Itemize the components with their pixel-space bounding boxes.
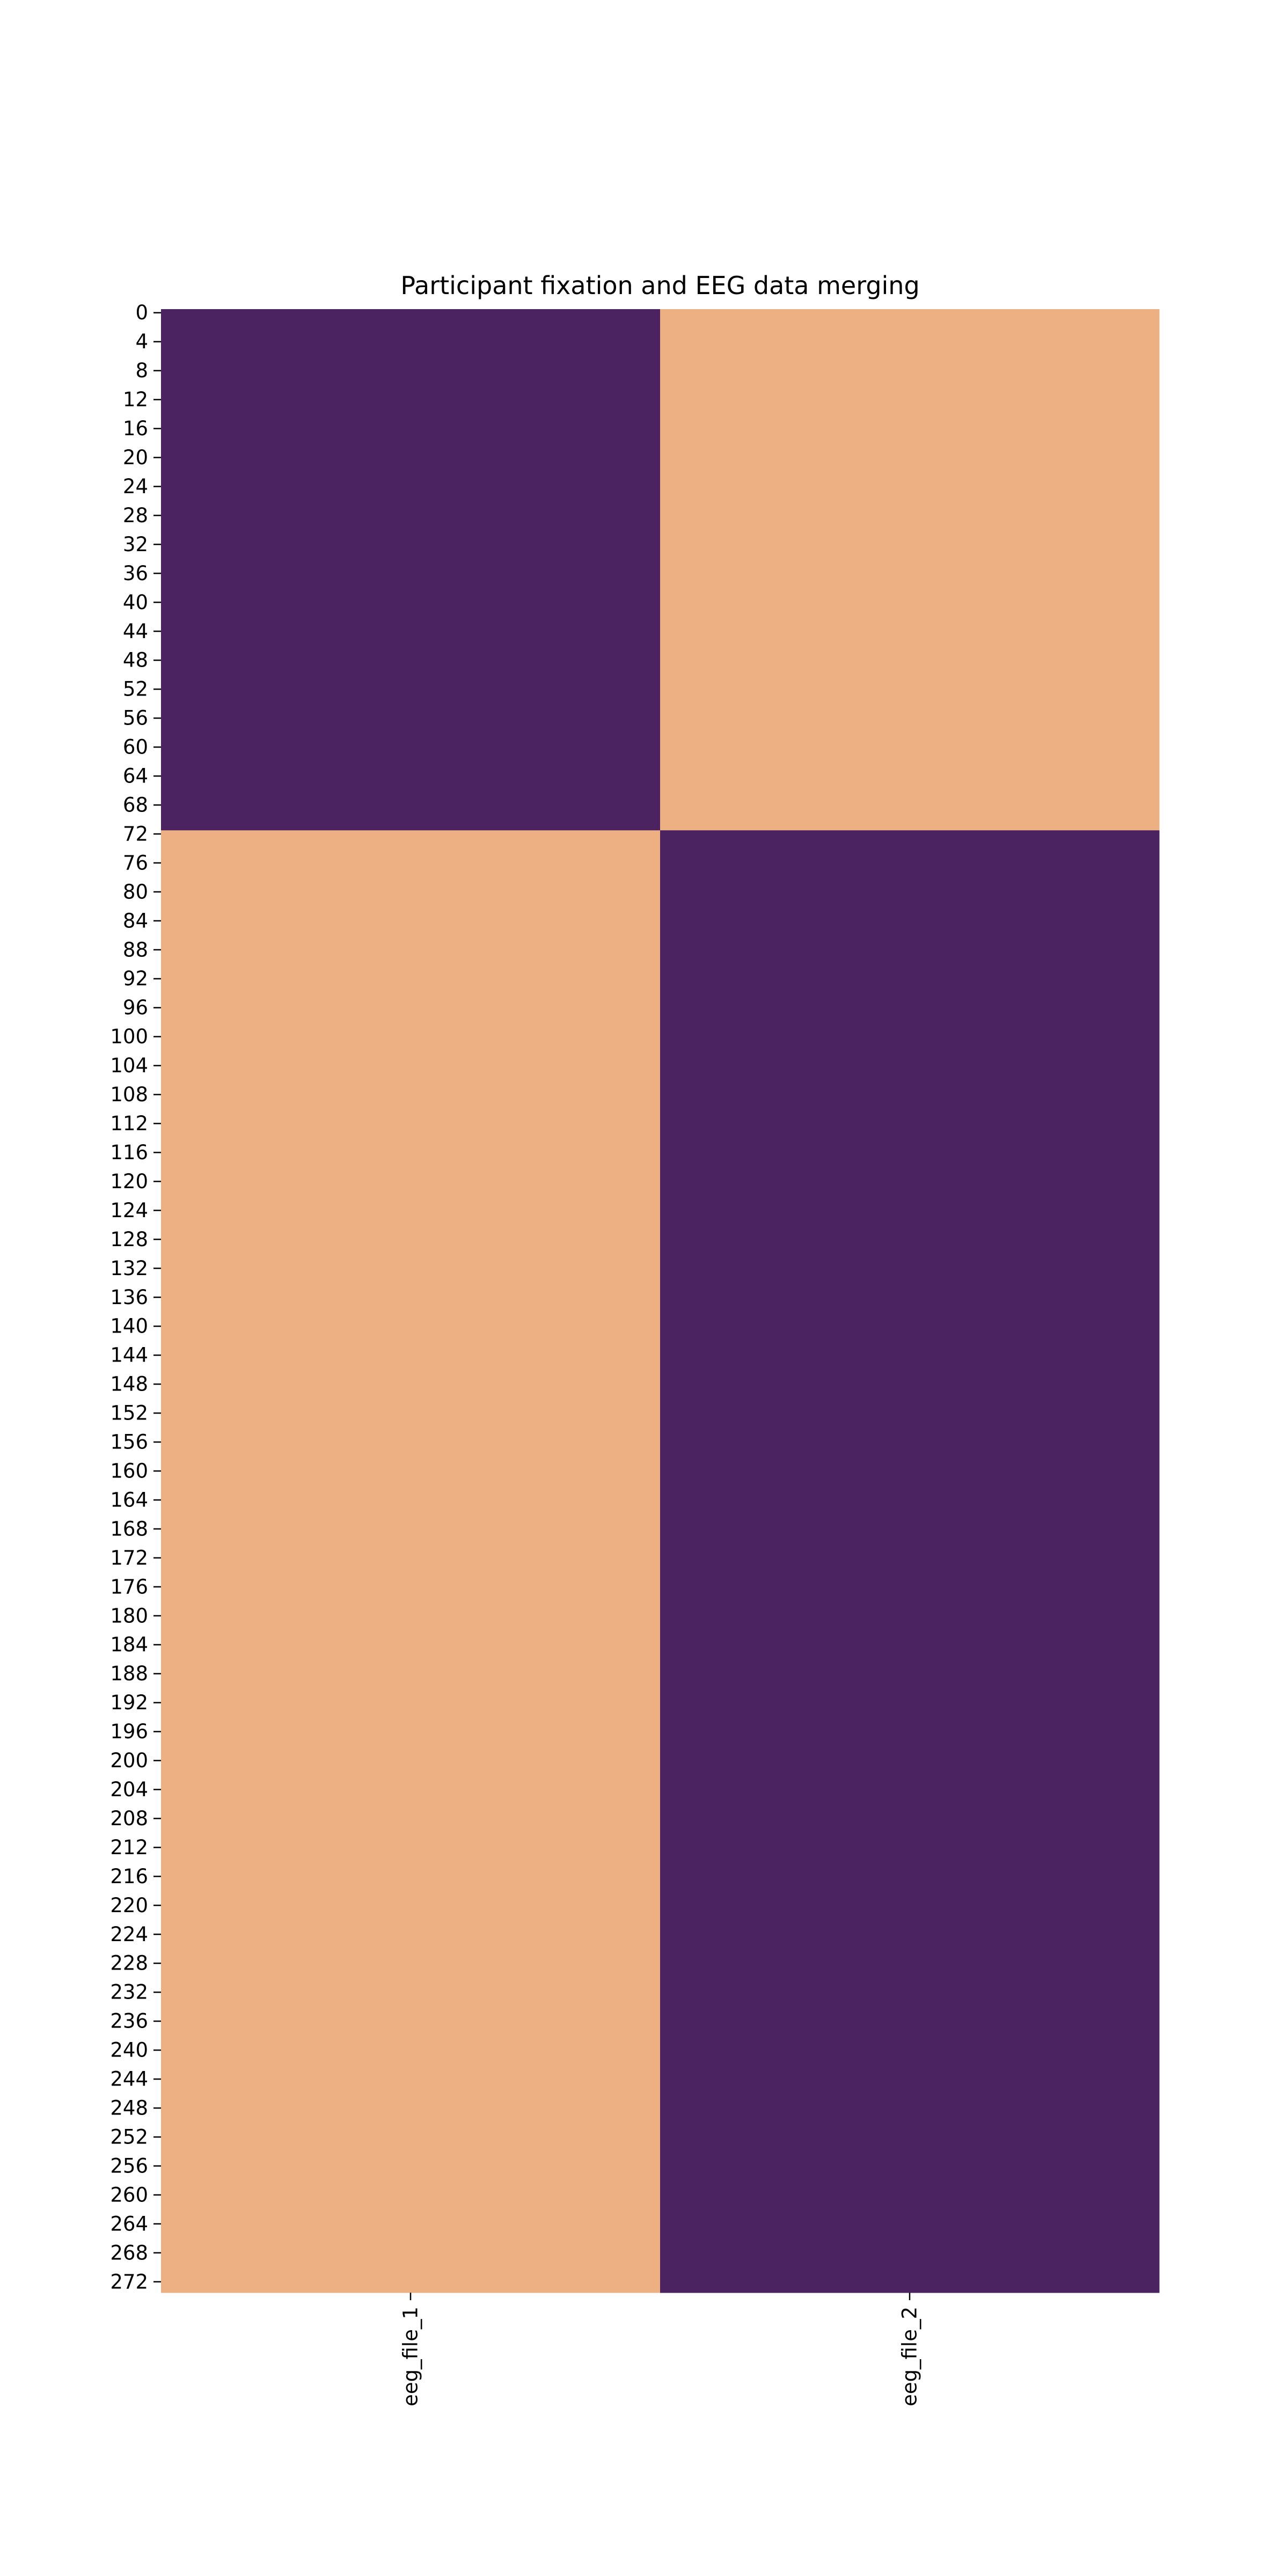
y-tick-label: 144 xyxy=(110,1344,148,1367)
y-tick-label: 192 xyxy=(110,1691,148,1714)
heatmap-cell-block-0-col-0 xyxy=(161,309,661,831)
y-tick-label: 204 xyxy=(110,1778,148,1801)
y-tick-label: 120 xyxy=(110,1170,148,1193)
y-tick-label: 260 xyxy=(110,2183,148,2206)
y-axis: 0481216202428323640444852566064687276808… xyxy=(110,301,161,2293)
y-tick-label: 72 xyxy=(123,822,148,845)
y-tick-label: 16 xyxy=(123,417,148,440)
y-tick-label: 84 xyxy=(123,909,148,932)
heatmap-cell-block-1-col-1 xyxy=(660,830,1160,2293)
y-tick-label: 24 xyxy=(123,475,148,498)
y-tick-label: 224 xyxy=(110,1923,148,1946)
y-tick-label: 76 xyxy=(123,851,148,874)
y-tick-label: 252 xyxy=(110,2125,148,2148)
y-tick-label: 188 xyxy=(110,1662,148,1685)
y-tick-label: 268 xyxy=(110,2241,148,2264)
y-tick-label: 92 xyxy=(123,967,148,990)
y-tick-label: 8 xyxy=(135,359,148,382)
x-tick-label-eeg-file-1: eeg_file_1 xyxy=(399,2307,422,2406)
y-tick-label: 248 xyxy=(110,2097,148,2120)
y-tick-label: 88 xyxy=(123,938,148,961)
y-tick-label: 244 xyxy=(110,2068,148,2091)
y-tick-label: 168 xyxy=(110,1517,148,1540)
y-tick-label: 128 xyxy=(110,1228,148,1251)
y-tick-label: 232 xyxy=(110,1981,148,2004)
y-tick-label: 132 xyxy=(110,1257,148,1280)
y-tick-label: 80 xyxy=(123,880,148,903)
y-tick-label: 68 xyxy=(123,794,148,817)
y-tick-label: 256 xyxy=(110,2154,148,2177)
y-tick-label: 212 xyxy=(110,1836,148,1859)
y-tick-label: 200 xyxy=(110,1749,148,1772)
chart-title: Participant fixation and EEG data mergin… xyxy=(400,271,919,300)
y-tick-label: 136 xyxy=(110,1286,148,1309)
y-tick-label: 140 xyxy=(110,1315,148,1338)
y-tick-label: 160 xyxy=(110,1459,148,1482)
y-tick-label: 20 xyxy=(123,446,148,469)
heatmap-cell-block-0-col-1 xyxy=(660,309,1160,831)
heatmap-cells xyxy=(161,309,1160,2293)
y-tick-label: 180 xyxy=(110,1604,148,1627)
y-tick-label: 28 xyxy=(123,504,148,527)
y-tick-label: 148 xyxy=(110,1373,148,1396)
y-tick-label: 0 xyxy=(135,301,148,324)
y-tick-label: 44 xyxy=(123,620,148,643)
y-tick-label: 56 xyxy=(123,707,148,730)
y-tick-label: 196 xyxy=(110,1720,148,1743)
y-tick-label: 104 xyxy=(110,1054,148,1077)
y-tick-label: 4 xyxy=(135,330,148,353)
y-tick-label: 240 xyxy=(110,2039,148,2062)
y-tick-label: 152 xyxy=(110,1402,148,1425)
y-tick-label: 172 xyxy=(110,1546,148,1569)
y-tick-label: 36 xyxy=(123,562,148,585)
y-tick-label: 100 xyxy=(110,1025,148,1048)
y-tick-label: 108 xyxy=(110,1083,148,1106)
heatmap-cell-block-1-col-0 xyxy=(161,830,661,2293)
y-tick-label: 124 xyxy=(110,1199,148,1222)
y-tick-label: 12 xyxy=(123,388,148,411)
y-tick-label: 60 xyxy=(123,736,148,759)
y-tick-label: 236 xyxy=(110,2010,148,2033)
y-tick-label: 228 xyxy=(110,1952,148,1975)
y-tick-label: 216 xyxy=(110,1865,148,1888)
y-tick-label: 264 xyxy=(110,2212,148,2235)
y-tick-label: 48 xyxy=(123,649,148,672)
y-tick-label: 220 xyxy=(110,1894,148,1917)
y-tick-label: 112 xyxy=(110,1112,148,1135)
x-tick-label-eeg-file-2: eeg_file_2 xyxy=(898,2307,921,2406)
y-tick-label: 176 xyxy=(110,1575,148,1598)
y-tick-label: 164 xyxy=(110,1488,148,1511)
y-tick-label: 52 xyxy=(123,678,148,701)
y-tick-label: 64 xyxy=(123,765,148,788)
y-tick-label: 208 xyxy=(110,1807,148,1830)
y-tick-label: 96 xyxy=(123,996,148,1019)
y-tick-label: 32 xyxy=(123,533,148,556)
y-tick-label: 184 xyxy=(110,1633,148,1656)
y-tick-label: 116 xyxy=(110,1141,148,1164)
x-axis: eeg_file_1 eeg_file_2 xyxy=(399,2293,921,2406)
y-tick-label: 40 xyxy=(123,591,148,614)
y-tick-label: 272 xyxy=(110,2270,148,2293)
y-tick-label: 156 xyxy=(110,1431,148,1454)
